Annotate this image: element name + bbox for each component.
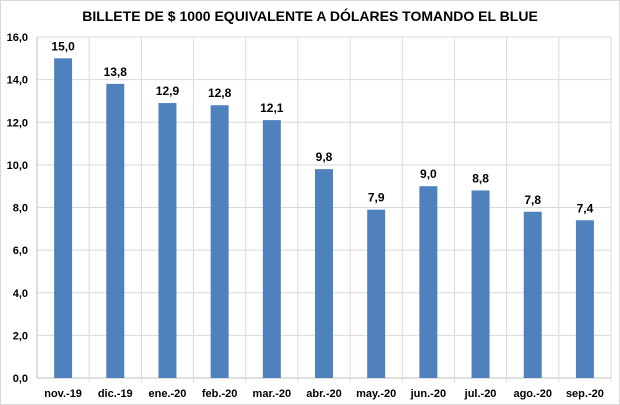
y-tick-label: 14,0: [7, 75, 28, 87]
x-tick-label: ene.-20: [148, 388, 186, 400]
data-label: 7,9: [368, 191, 385, 205]
x-tick-label: may.-20: [356, 388, 396, 400]
bar: [54, 58, 73, 378]
data-label: 9,8: [316, 150, 333, 164]
bar: [367, 209, 386, 378]
y-tick-label: 10,0: [7, 160, 28, 172]
x-tick-label: abr.-20: [306, 388, 341, 400]
bar: [262, 120, 281, 379]
bar: [575, 220, 594, 378]
y-tick-label: 12,0: [7, 117, 28, 129]
y-tick-label: 0,0: [13, 373, 28, 385]
data-label: 12,8: [208, 86, 232, 100]
data-label: 7,8: [524, 193, 541, 207]
data-label: 13,8: [104, 65, 128, 79]
chart-title: BILLETE DE $ 1000 EQUIVALENTE A DÓLARES …: [82, 8, 538, 24]
bar: [210, 105, 229, 378]
data-label: 8,8: [472, 171, 489, 185]
x-tick-label: feb.-20: [202, 388, 237, 400]
bar: [419, 186, 438, 378]
x-tick-label: mar.-20: [253, 388, 292, 400]
bar: [471, 190, 490, 378]
data-label: 15,0: [51, 39, 75, 53]
x-tick-label: jun.-20: [410, 388, 446, 400]
data-label: 7,4: [577, 201, 594, 215]
bar: [158, 103, 177, 378]
bar: [315, 169, 333, 378]
y-tick-label: 2,0: [13, 330, 28, 342]
x-tick-label: dic.-19: [98, 388, 133, 400]
bar: [106, 83, 125, 378]
y-tick-label: 8,0: [13, 203, 28, 215]
y-tick-label: 4,0: [13, 288, 28, 300]
x-tick-label: nov.-19: [44, 388, 82, 400]
y-tick-label: 6,0: [13, 245, 28, 257]
bar: [523, 211, 542, 378]
data-label: 12,9: [156, 84, 180, 98]
y-tick-label: 16,0: [7, 32, 28, 44]
x-tick-label: jul.-20: [464, 388, 497, 400]
data-label: 9,0: [420, 167, 437, 181]
x-tick-label: sep.-20: [566, 388, 604, 400]
data-label: 12,1: [260, 101, 284, 115]
x-tick-label: ago.-20: [513, 388, 552, 400]
